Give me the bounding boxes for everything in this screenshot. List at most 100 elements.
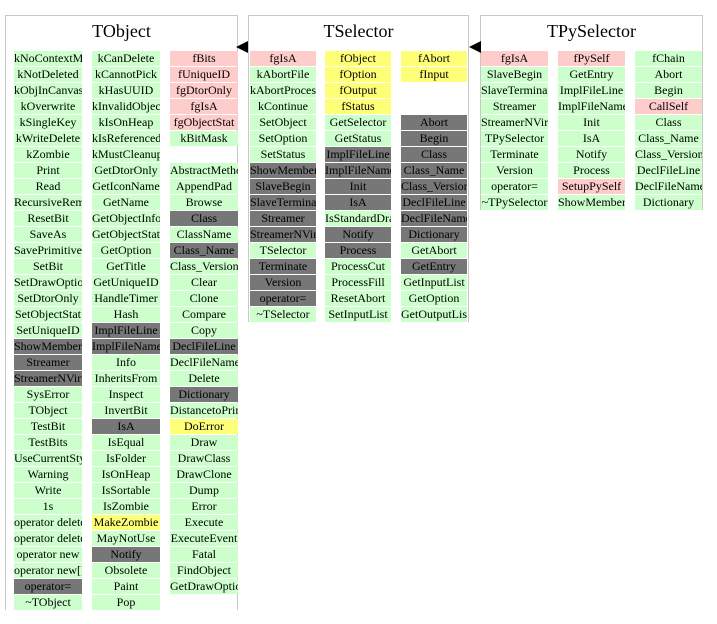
member-cell: Class <box>635 115 702 130</box>
member-cell: Class <box>170 211 238 226</box>
member-cell: Notify <box>92 547 160 562</box>
member-cell: fObject <box>325 51 391 66</box>
member-cell: operator new[] <box>14 563 82 578</box>
member-cell: SetObjectStat <box>14 307 82 322</box>
member-cell: Clear <box>170 275 238 290</box>
member-cell: Init <box>325 179 391 194</box>
member-cell: fPySelf <box>558 51 625 66</box>
member-cell: ClassName <box>170 227 238 242</box>
member-cell: IsA <box>92 419 160 434</box>
member-cell: TPySelector <box>481 131 548 146</box>
member-cell: Terminate <box>481 147 548 162</box>
member-cell: IsStandardDraw <box>325 211 391 226</box>
member-cell: GetStatus <box>325 131 391 146</box>
member-cell: TSelector <box>250 243 316 258</box>
member-cell: SetBit <box>14 259 82 274</box>
member-cell: fChain <box>635 51 702 66</box>
member-cell: Dictionary <box>401 227 467 242</box>
member-cell: Version <box>250 275 316 290</box>
member-cell: GetInputList <box>401 275 467 290</box>
member-cell: Abort <box>635 67 702 82</box>
member-cell: GetOption <box>401 291 467 306</box>
member-cell: Compare <box>170 307 238 322</box>
member-cell: DeclFileName <box>635 179 702 194</box>
member-cell: ImplFileLine <box>325 147 391 162</box>
member-cell: SlaveBegin <box>250 179 316 194</box>
member-cell: fgIsA <box>250 51 316 66</box>
member-cell: kZombie <box>14 147 82 162</box>
member-cell: IsA <box>325 195 391 210</box>
member-cell: ResetAbort <box>325 291 391 306</box>
member-cell: operator delete[] <box>14 531 82 546</box>
member-cell: fStatus <box>325 99 391 114</box>
member-cell: Version <box>481 163 548 178</box>
member-cell: Class_Version <box>401 179 467 194</box>
member-cell: operator= <box>14 579 82 594</box>
inheritance-arrow-tselector-to-tobject <box>236 41 248 53</box>
member-cell: Copy <box>170 323 238 338</box>
member-cell: SavePrimitive <box>14 243 82 258</box>
member-cell: Draw <box>170 435 238 450</box>
class-title-tobject: TObject <box>92 21 151 41</box>
member-cell: fgObjectStat <box>170 115 238 130</box>
member-cell: DoError <box>170 419 238 434</box>
member-cell: kContinue <box>250 99 316 114</box>
member-cell: Streamer <box>250 211 316 226</box>
member-cell: StreamerNVirtual <box>250 227 316 242</box>
member-cell: kIsReferenced <box>92 131 160 146</box>
member-cell: MakeZombie <box>92 515 160 530</box>
member-cell: ImplFileLine <box>558 83 625 98</box>
member-cell: kHasUUID <box>92 83 160 98</box>
member-cell: GetIconName <box>92 179 160 194</box>
member-cell: ProcessFill <box>325 275 391 290</box>
member-cell: Obsolete <box>92 563 160 578</box>
member-cell: Class_Name <box>170 243 238 258</box>
member-cell: kMustCleanup <box>92 147 160 162</box>
member-cell: GetUniqueID <box>92 275 160 290</box>
member-cell: IsSortable <box>92 483 160 498</box>
member-cell: Process <box>558 163 625 178</box>
member-cell: Begin <box>635 83 702 98</box>
tpyselector-box: TPySelector fgIsASlaveBeginSlaveTerminat… <box>480 15 703 210</box>
member-cell: SysError <box>14 387 82 402</box>
member-cell: GetOption <box>92 243 160 258</box>
member-cell: Dictionary <box>635 195 702 210</box>
member-cell: ProcessCut <box>325 259 391 274</box>
class-title-tselector: TSelector <box>323 21 394 41</box>
member-cell: operator= <box>250 291 316 306</box>
member-cell: Notify <box>325 227 391 242</box>
member-cell: SlaveTerminate <box>250 195 316 210</box>
member-cell: DeclFileLine <box>635 163 702 178</box>
member-cell: DrawClone <box>170 467 238 482</box>
member-cell: SetUniqueID <box>14 323 82 338</box>
member-cell: IsEqual <box>92 435 160 450</box>
member-cell: IsFolder <box>92 451 160 466</box>
member-cell: SetDtorOnly <box>14 291 82 306</box>
member-cell: GetOutputList <box>401 307 467 322</box>
member-cell: SetOption <box>250 131 316 146</box>
member-cell: Browse <box>170 195 238 210</box>
member-cell: ExecuteEvent <box>170 531 238 546</box>
inheritance-arrow-tpyselector-to-tselector <box>469 41 481 53</box>
member-cell: Class_Version <box>635 147 702 162</box>
member-cell: StreamerNVirtual <box>14 371 82 386</box>
tselector-box: TSelector fgIsA kAbortFile kAbortProcess kC… <box>248 15 469 322</box>
member-cell: Print <box>14 163 82 178</box>
member-cell: kSingleKey <box>14 115 82 130</box>
member-cell: ShowMembers <box>558 195 625 210</box>
member-cell: DeclFileLine <box>401 195 467 210</box>
member-cell: fOutput <box>325 83 391 98</box>
member-cell: fBits <box>170 51 238 66</box>
member-cell: Begin <box>401 131 467 146</box>
member-cell: ShowMembers <box>14 339 82 354</box>
member-cell: fInput <box>401 67 467 82</box>
member-cell: Abort <box>401 115 467 130</box>
member-cell: GetName <box>92 195 160 210</box>
member-cell: Class_Name <box>635 131 702 146</box>
member-cell: fAbort <box>401 51 467 66</box>
member-cell: kAbortFile <box>250 67 316 82</box>
member-cell: kIsOnHeap <box>92 115 160 130</box>
member-cell: operator new <box>14 547 82 562</box>
member-cell: kNoContextMenu <box>14 51 82 66</box>
member-cell: Execute <box>170 515 238 530</box>
